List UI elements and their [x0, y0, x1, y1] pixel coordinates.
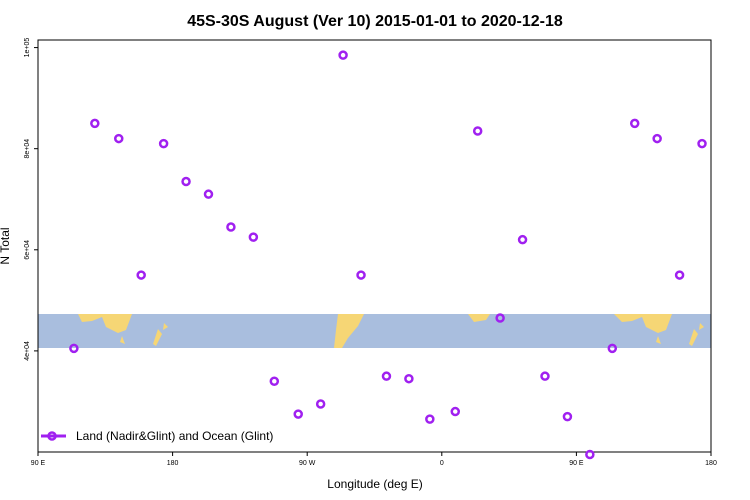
data-point — [495, 313, 505, 323]
world-map-band — [38, 314, 711, 348]
y-tick-label: 4e+04 — [24, 341, 31, 361]
data-point — [425, 414, 435, 424]
legend: Land (Nadir&Glint) and Ocean (Glint) — [41, 429, 273, 443]
y-axis: 4e+04 6e+04 8e+04 1e+05 — [24, 38, 38, 361]
data-point — [404, 373, 414, 384]
x-tick-label: 0 — [440, 460, 444, 467]
data-point — [674, 270, 685, 280]
data-point — [381, 371, 392, 381]
data-point — [114, 133, 124, 144]
data-point — [269, 376, 280, 386]
data-point — [652, 133, 662, 144]
data-point — [629, 118, 640, 129]
chart-title: 45S-30S August (Ver 10) 2015-01-01 to 20… — [187, 13, 563, 30]
data-point — [585, 449, 595, 460]
data-point — [248, 232, 259, 242]
data-point — [697, 138, 707, 149]
plot-frame — [37, 39, 712, 453]
plot-area: 90 E 180 90 W 0 90 E 180 4e+04 6e+04 8e+04 1e+05… — [24, 38, 717, 467]
data-point — [315, 399, 326, 409]
x-axis-title: Longitude (deg E) — [327, 477, 422, 491]
data-point — [540, 371, 550, 381]
data-point — [356, 270, 366, 280]
x-axis: 90 E 180 90 W 0 90 E 180 — [31, 452, 717, 467]
data-point — [562, 411, 573, 422]
y-tick-label: 1e+05 — [24, 38, 31, 58]
y-tick-label: 6e+04 — [24, 240, 31, 260]
x-tick-label: 180 — [705, 460, 717, 467]
data-point — [472, 126, 483, 136]
legend-marker — [47, 431, 57, 441]
data-point — [338, 50, 348, 60]
x-tick-label: 180 — [167, 460, 179, 467]
data-point — [90, 118, 100, 129]
data-points — [69, 50, 707, 460]
y-axis-title: N Total — [0, 227, 12, 264]
data-point — [293, 409, 303, 419]
data-point — [607, 343, 618, 354]
legend-label: Land (Nadir&Glint) and Ocean (Glint) — [76, 429, 273, 443]
data-point — [69, 343, 79, 354]
data-point — [136, 270, 146, 280]
y-tick-label: 8e+04 — [24, 139, 31, 159]
x-tick-label: 90 W — [299, 460, 316, 467]
data-point — [203, 189, 214, 199]
x-tick-label: 90 E — [31, 460, 46, 467]
x-tick-label: 90 E — [569, 460, 584, 467]
data-point — [517, 234, 528, 245]
data-point — [181, 176, 191, 187]
data-point — [158, 138, 169, 149]
data-point — [226, 222, 236, 232]
data-point — [450, 406, 461, 417]
